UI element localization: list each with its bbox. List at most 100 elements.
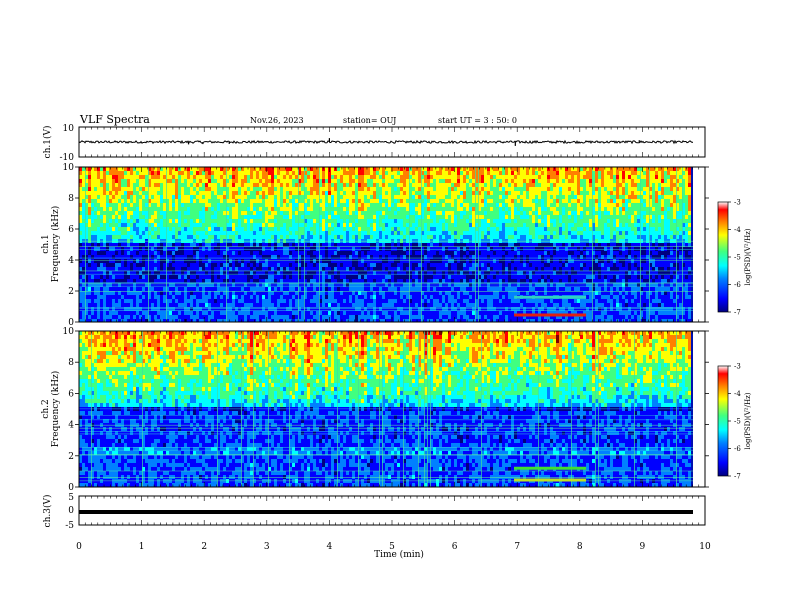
spectrogram-cell bbox=[271, 179, 274, 183]
spectrogram-cell bbox=[160, 171, 163, 175]
spectrogram-cell bbox=[220, 179, 223, 183]
spectrogram-cell bbox=[313, 219, 316, 223]
spectrogram-cell bbox=[364, 187, 367, 191]
spectrogram-cell bbox=[346, 167, 349, 171]
spectrogram-cell bbox=[181, 227, 184, 231]
spectrogram-cell bbox=[259, 255, 262, 259]
spectrogram-cell bbox=[238, 283, 241, 287]
spectrogram-cell bbox=[319, 307, 322, 311]
spectrogram-cell bbox=[409, 215, 412, 219]
spectrogram-cell bbox=[205, 203, 208, 207]
spectrogram-cell bbox=[100, 199, 103, 203]
spectrogram-cell bbox=[403, 191, 406, 195]
spectrogram-cell bbox=[217, 271, 220, 275]
spectrogram-cell bbox=[259, 299, 262, 303]
spectrogram-cell bbox=[220, 307, 223, 311]
spectrogram-cell bbox=[139, 291, 142, 295]
spectrogram-cell bbox=[214, 283, 217, 287]
spectrogram-cell bbox=[169, 199, 172, 203]
spectrogram-cell bbox=[79, 295, 82, 299]
spectrogram-cell bbox=[388, 195, 391, 199]
spectrogram-cell bbox=[190, 279, 193, 283]
spectrogram-cell bbox=[316, 287, 319, 291]
spectrogram-cell bbox=[163, 291, 166, 295]
spectrogram-cell bbox=[106, 307, 109, 311]
spectrogram-cell bbox=[91, 175, 94, 179]
spectrogram-cell bbox=[187, 319, 190, 322]
spectrogram-cell bbox=[430, 223, 433, 227]
spectrogram-cell bbox=[187, 299, 190, 303]
spectrogram-cell bbox=[379, 175, 382, 179]
spectrogram-cell bbox=[190, 271, 193, 275]
spectrogram-cell bbox=[187, 215, 190, 219]
spectrogram-cell bbox=[271, 215, 274, 219]
spectrogram-cell bbox=[268, 287, 271, 291]
spectrogram-cell bbox=[148, 179, 151, 183]
spectrogram-cell bbox=[415, 263, 418, 267]
spectrogram-cell bbox=[91, 235, 94, 239]
spectrogram-cell bbox=[385, 179, 388, 183]
spectrogram-cell bbox=[391, 215, 394, 219]
spectrogram-cell bbox=[289, 299, 292, 303]
spectrogram-cell bbox=[424, 279, 427, 283]
spectrogram-cell bbox=[415, 283, 418, 287]
spectrogram-cell bbox=[331, 319, 334, 322]
spectrogram-cell bbox=[382, 263, 385, 267]
spectrogram-cell bbox=[100, 207, 103, 211]
spectrogram-cell bbox=[202, 171, 205, 175]
spectrogram-cell bbox=[160, 287, 163, 291]
spectrogram-cell bbox=[148, 187, 151, 191]
spectrogram-cell bbox=[181, 279, 184, 283]
spectrogram-cell bbox=[307, 255, 310, 259]
spectrogram-cell bbox=[343, 255, 346, 259]
spectrogram-cell bbox=[280, 247, 283, 251]
spectrogram-cell bbox=[406, 271, 409, 275]
spectrogram-cell bbox=[379, 187, 382, 191]
spectrogram-cell bbox=[436, 223, 439, 227]
spectrogram-cell bbox=[196, 311, 199, 315]
spectrogram-cell bbox=[163, 227, 166, 231]
spectrogram-cell bbox=[100, 219, 103, 223]
spectrogram-cell bbox=[313, 247, 316, 251]
spectrogram-cell bbox=[298, 183, 301, 187]
spectrogram-cell bbox=[229, 199, 232, 203]
spectrogram-cell bbox=[427, 231, 430, 235]
spectrogram-cell bbox=[199, 271, 202, 275]
spectrogram-cell bbox=[262, 315, 265, 319]
spectrogram-cell bbox=[403, 251, 406, 255]
spectrogram-cell bbox=[394, 303, 397, 307]
spectrogram-cell bbox=[244, 171, 247, 175]
spectrogram-cell bbox=[127, 255, 130, 259]
spectrogram-cell bbox=[196, 207, 199, 211]
spectrogram-cell bbox=[292, 315, 295, 319]
spectrogram-cell bbox=[409, 247, 412, 251]
spectrogram-cell bbox=[436, 299, 439, 303]
spectrogram-cell bbox=[97, 267, 100, 271]
spectrogram-cell bbox=[292, 167, 295, 171]
spectrogram-cell bbox=[373, 171, 376, 175]
spectrogram-cell bbox=[409, 291, 412, 295]
spectrogram-cell bbox=[412, 251, 415, 255]
spectrogram-cell bbox=[370, 255, 373, 259]
spectrogram-cell bbox=[406, 183, 409, 187]
spectrogram-cell bbox=[454, 307, 457, 311]
spectrogram-cell bbox=[424, 307, 427, 311]
spectrogram-cell bbox=[181, 299, 184, 303]
spectrogram-cell bbox=[379, 207, 382, 211]
spectrogram-cell bbox=[82, 291, 85, 295]
spectrogram-cell bbox=[361, 199, 364, 203]
spectrogram-cell bbox=[220, 247, 223, 251]
spectrogram-cell bbox=[325, 179, 328, 183]
spectrogram-cell bbox=[439, 207, 442, 211]
spectrogram-cell bbox=[340, 255, 343, 259]
spectrogram-cell bbox=[370, 235, 373, 239]
spectrogram-cell bbox=[136, 295, 139, 299]
spectrogram-cell bbox=[247, 179, 250, 183]
spectrogram-cell bbox=[127, 279, 130, 283]
spectrogram-cell bbox=[127, 179, 130, 183]
spectrogram-cell bbox=[247, 319, 250, 322]
spectrogram-cell bbox=[91, 231, 94, 235]
spectrogram-cell bbox=[331, 291, 334, 295]
spectrogram-cell bbox=[94, 267, 97, 271]
spectrogram-cell bbox=[367, 263, 370, 267]
